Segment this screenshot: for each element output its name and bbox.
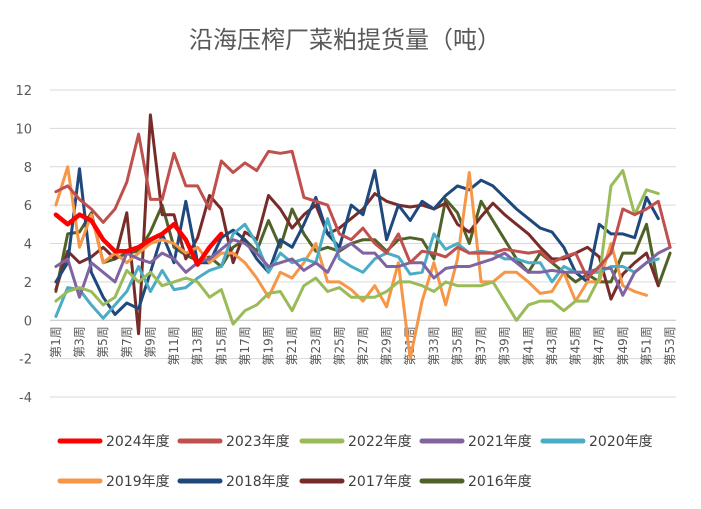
series-line-2018年度 [54,167,660,316]
legend-label: 2017年度 [348,474,412,490]
y-axis: -4 -2 0 2 4 6 8 10 12 [15,84,32,406]
y-tick-label: 6 [24,199,32,214]
x-tick-label: 第45周 [569,326,583,365]
series-line-2022年度 [54,169,660,326]
y-tick-label: -4 [19,391,32,406]
x-tick-label: 第17周 [238,326,252,365]
x-tick-label: 第53周 [663,326,677,365]
x-tick-label: 第39周 [498,326,512,365]
x-tick-label: 第3周 [73,326,87,358]
x-tick-label: 第5周 [96,326,110,358]
legend: 2024年度 2023年度 2022年度 2021年度 2020年度 2019年度 2018… [57,434,653,490]
x-tick-label: 第13周 [191,326,205,365]
x-tick-label: 第47周 [592,326,606,365]
series-line-2021年度 [54,238,672,299]
x-tick-label: 第11周 [167,326,181,365]
x-tick-label: 第33周 [427,326,441,365]
x-tick-label: 第19周 [262,326,276,365]
x-tick-label: 第37周 [474,326,488,365]
legend-label: 2020年度 [589,434,653,450]
x-tick-label: 第35周 [450,326,464,365]
y-tick-label: 12 [15,84,32,99]
x-tick-label: 第51周 [639,326,653,365]
x-tick-label: 第27周 [356,326,370,365]
legend-label: 2021年度 [468,434,532,450]
legend-label: 2018年度 [226,474,290,490]
y-tick-label: 10 [15,122,32,137]
x-tick-label: 第9周 [143,326,157,358]
legend-label: 2022年度 [348,434,412,450]
series-line-2023年度 [54,132,672,280]
series-line-2016年度 [54,197,672,293]
y-tick-label: 0 [24,314,32,329]
x-axis: 第1周 第3周 第5周 第7周 第9周 第11周 第13周 第15周 第17周 第19周 第21周第… [49,326,677,365]
x-tick-label: 第1周 [49,326,63,358]
x-tick-label: 第21周 [285,326,299,365]
y-tick-label: -2 [19,353,32,368]
y-tick-label: 4 [24,238,32,253]
legend-label: 2016年度 [468,474,532,490]
x-tick-label: 第23周 [309,326,323,365]
x-tick-label: 第7周 [120,326,134,358]
series-line-2019年度 [54,165,648,361]
legend-label: 2023年度 [226,434,290,450]
y-tick-label: 2 [24,276,32,291]
legend-label: 2024年度 [106,434,170,450]
legend-label: 2019年度 [106,474,170,490]
chart-title: 沿海压榨厂菜粕提货量（吨） [189,26,501,54]
x-tick-label: 第15周 [214,326,228,365]
x-tick-label: 第41周 [521,326,535,365]
x-tick-label: 第43周 [545,326,559,365]
x-tick-label: 第49周 [616,326,630,365]
series-line-2017年度 [54,113,660,336]
series-line-2024年度 [53,212,224,267]
x-tick-label: 第25周 [332,326,346,365]
x-tick-label: 第29周 [380,326,394,365]
series-lines [53,113,672,361]
y-tick-label: 8 [24,161,32,176]
